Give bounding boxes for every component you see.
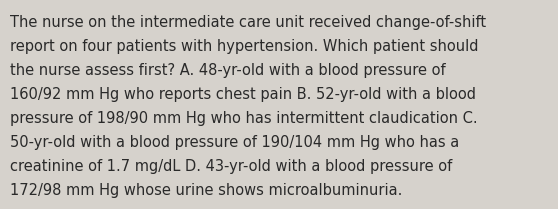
Text: pressure of 198/90 mm Hg who has intermittent claudication C.: pressure of 198/90 mm Hg who has intermi… [10, 111, 478, 126]
Text: 172/98 mm Hg whose urine shows microalbuminuria.: 172/98 mm Hg whose urine shows microalbu… [10, 183, 402, 198]
Text: 160/92 mm Hg who reports chest pain B. 52-yr-old with a blood: 160/92 mm Hg who reports chest pain B. 5… [10, 87, 476, 102]
Text: report on four patients with hypertension. Which patient should: report on four patients with hypertensio… [10, 39, 479, 54]
Text: creatinine of 1.7 mg/dL D. 43-yr-old with a blood pressure of: creatinine of 1.7 mg/dL D. 43-yr-old wit… [10, 159, 453, 174]
Text: the nurse assess first? A. 48-yr-old with a blood pressure of: the nurse assess first? A. 48-yr-old wit… [10, 63, 446, 78]
Text: 50-yr-old with a blood pressure of 190/104 mm Hg who has a: 50-yr-old with a blood pressure of 190/1… [10, 135, 459, 150]
Text: The nurse on the intermediate care unit received change-of-shift: The nurse on the intermediate care unit … [10, 15, 486, 30]
